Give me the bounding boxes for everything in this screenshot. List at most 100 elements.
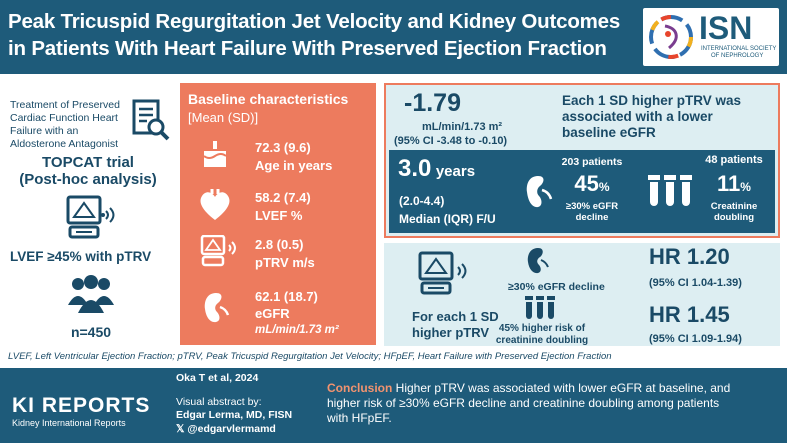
creat-pct-sign: % xyxy=(740,180,751,194)
egfr-label-line-2: decline xyxy=(575,212,609,223)
isn-sub-2: OF NEPHROLOGY xyxy=(711,53,764,59)
baseline-egfr: 62.1 (18.7) eGFR mL/min/1.73 m² xyxy=(255,288,339,339)
ptrv-label: pTRV m/s xyxy=(255,255,315,270)
followup-years: 3.0 years xyxy=(398,155,475,183)
ultrasound-icon xyxy=(66,195,115,239)
conclusion-line-1: Higher pTRV was associated with lower eG… xyxy=(392,381,731,395)
conclusion-line-2: higher risk of ≥30% eGFR decline and cre… xyxy=(327,396,720,410)
trial-name: TOPCAT trial (Post-hoc analysis) xyxy=(8,154,168,188)
author-name: Edgar Lerma, MD, FISN xyxy=(176,409,293,421)
egfr-difference-unit: mL/min/1.73 m² xyxy=(422,121,503,133)
creat-outcome-line-2: creatinine doubling xyxy=(495,335,589,346)
association-line-1: Each 1 SD higher pTRV was xyxy=(562,93,742,108)
hr-egfr-decline: HR 1.20 xyxy=(649,244,730,269)
abstract-by-label: Visual abstract by: xyxy=(176,396,262,408)
association-line-3: baseline eGFR xyxy=(562,125,656,140)
creat-label-line-1: Creatinine xyxy=(710,201,758,212)
egfr-association-text: Each 1 SD higher pTRV was associated wit… xyxy=(562,93,741,141)
ptrv-value: 2.8 (0.5) xyxy=(255,237,304,252)
hazard-ratio-panel: For each 1 SD higher pTRV ≥30% eGFR decl… xyxy=(384,243,780,346)
association-line-2: associated with a lower xyxy=(562,109,713,124)
isn-globe-icon xyxy=(649,15,693,59)
egfr-difference: -1.79 xyxy=(404,89,461,117)
ultrasound-hr-icon xyxy=(418,251,467,295)
creat-outcome-line-1: 45% higher risk of xyxy=(498,323,586,334)
treatment-text: Treatment of Preserved Cardiac Function … xyxy=(10,99,120,151)
trial-line-1: TOPCAT trial xyxy=(42,154,134,171)
lvef-value: 58.2 (7.4) xyxy=(255,190,311,205)
ki-reports-logo: KI REPORTS xyxy=(12,394,151,417)
egfr-decline-pct: 45% xyxy=(557,171,627,197)
creatinine-pct: 11% xyxy=(693,171,775,197)
treatment-line-1: Treatment of Preserved xyxy=(10,99,120,111)
heart-icon xyxy=(200,189,230,220)
baseline-lvef: 58.2 (7.4) LVEF % xyxy=(255,189,311,225)
ultrasound-small-icon xyxy=(200,235,236,267)
per-sd-line-1: For each 1 SD xyxy=(412,309,499,324)
sample-size: n=450 xyxy=(70,324,112,340)
egfr-unit: mL/min/1.73 m² xyxy=(255,324,339,336)
inclusion-criteria: LVEF ≥45% with pTRV xyxy=(10,249,152,264)
baseline-age: 72.3 (9.6) Age in years xyxy=(255,139,332,175)
treatment-line-2: Cardiac Function Heart xyxy=(10,112,118,124)
isn-sub-1: INTERNATIONAL SOCIETY xyxy=(701,46,777,52)
patients-group-icon xyxy=(68,275,114,313)
isn-logo: ISN INTERNATIONAL SOCIETY OF NEPHROLOGY xyxy=(643,8,779,66)
ki-reports-subtitle: Kidney International Reports xyxy=(12,418,126,428)
egfr-difference-ci: (95% CI -3.48 to -0.10) xyxy=(394,135,508,147)
creatinine-patients: 48 patients xyxy=(705,154,763,166)
creatinine-outcome: 45% higher risk of creatinine doubling xyxy=(494,323,590,347)
egfr-pct-value: 45 xyxy=(574,171,599,196)
title-line-1: Peak Tricuspid Regurgitation Jet Velocit… xyxy=(8,10,621,33)
conclusion: Conclusion Higher pTRV was associated wi… xyxy=(327,381,785,426)
kidney-hr-icon xyxy=(527,248,549,274)
x-icon: 𝕏 xyxy=(176,423,185,435)
hr-egfr-ci: (95% CI 1.04-1.39) xyxy=(649,277,742,289)
creatinine-label: Creatinine doubling xyxy=(693,201,775,223)
kidney-icon xyxy=(204,293,230,323)
egfr-decline-label: ≥30% eGFR decline xyxy=(557,201,627,223)
egfr-label-line-1: ≥30% eGFR xyxy=(565,201,619,212)
creat-pct-value: 11 xyxy=(717,171,741,196)
abbreviations-footnote: LVEF, Left Ventricular Ejection Fraction… xyxy=(8,351,612,362)
lvef-label: LVEF % xyxy=(255,208,303,223)
birthday-cake-icon xyxy=(203,141,227,167)
title-line-2: in Patients With Heart Failure With Pres… xyxy=(8,37,607,60)
followup-label: Median (IQR) F/U xyxy=(399,212,496,226)
years-unit: years xyxy=(435,163,476,180)
baseline-ptrv: 2.8 (0.5) pTRV m/s xyxy=(255,236,315,272)
followup-outcomes: 3.0 years (2.0-4.4) Median (IQR) F/U 203… xyxy=(389,150,775,233)
citation: Oka T et al, 2024 xyxy=(176,372,259,384)
per-sd-text: For each 1 SD higher pTRV xyxy=(412,309,499,341)
followup-range: (2.0-4.4) xyxy=(399,194,445,208)
years-value: 3.0 xyxy=(398,155,432,182)
egfr-decline-outcome: ≥30% eGFR decline xyxy=(508,281,605,293)
isn-logo-subtext: INTERNATIONAL SOCIETY OF NEPHROLOGY xyxy=(701,46,776,60)
footer: KI REPORTS Kidney International Reports … xyxy=(0,368,787,443)
baseline-title: Baseline characteristics xyxy=(188,91,349,107)
kidney-outcome-icon xyxy=(526,176,553,208)
document-search-icon xyxy=(132,99,170,141)
isn-logo-text: ISN xyxy=(699,10,753,46)
egfr-value: 62.1 (18.7) xyxy=(255,289,318,304)
test-tubes-icon xyxy=(648,175,692,206)
study-panel: Treatment of Preserved Cardiac Function … xyxy=(8,83,175,345)
age-label: Age in years xyxy=(255,158,333,173)
author-handle: 𝕏 @edgarvlermamd xyxy=(176,423,276,435)
conclusion-line-3: with HFpEF. xyxy=(327,411,392,425)
treatment-line-4: Aldosterone Antagonist xyxy=(10,138,118,150)
per-sd-line-2: higher pTRV xyxy=(412,325,490,340)
hr-creatinine: HR 1.45 xyxy=(649,302,730,327)
treatment-line-3: Failure with an xyxy=(10,125,79,137)
baseline-panel: Baseline characteristics [Mean (SD)] 72.… xyxy=(180,83,376,345)
baseline-subtitle: [Mean (SD)] xyxy=(188,110,259,125)
egfr-label: eGFR xyxy=(255,306,290,321)
test-tubes-hr-icon xyxy=(525,296,555,319)
handle-text: @edgarvlermamd xyxy=(187,423,276,435)
creat-label-line-2: doubling xyxy=(713,212,755,223)
age-value: 72.3 (9.6) xyxy=(255,140,311,155)
egfr-decline-patients: 203 patients xyxy=(561,156,623,168)
trial-line-2: (Post-hoc analysis) xyxy=(19,171,157,188)
hr-creatinine-ci: (95% CI 1.09-1.94) xyxy=(649,333,742,345)
egfr-pct-sign: % xyxy=(598,180,610,194)
